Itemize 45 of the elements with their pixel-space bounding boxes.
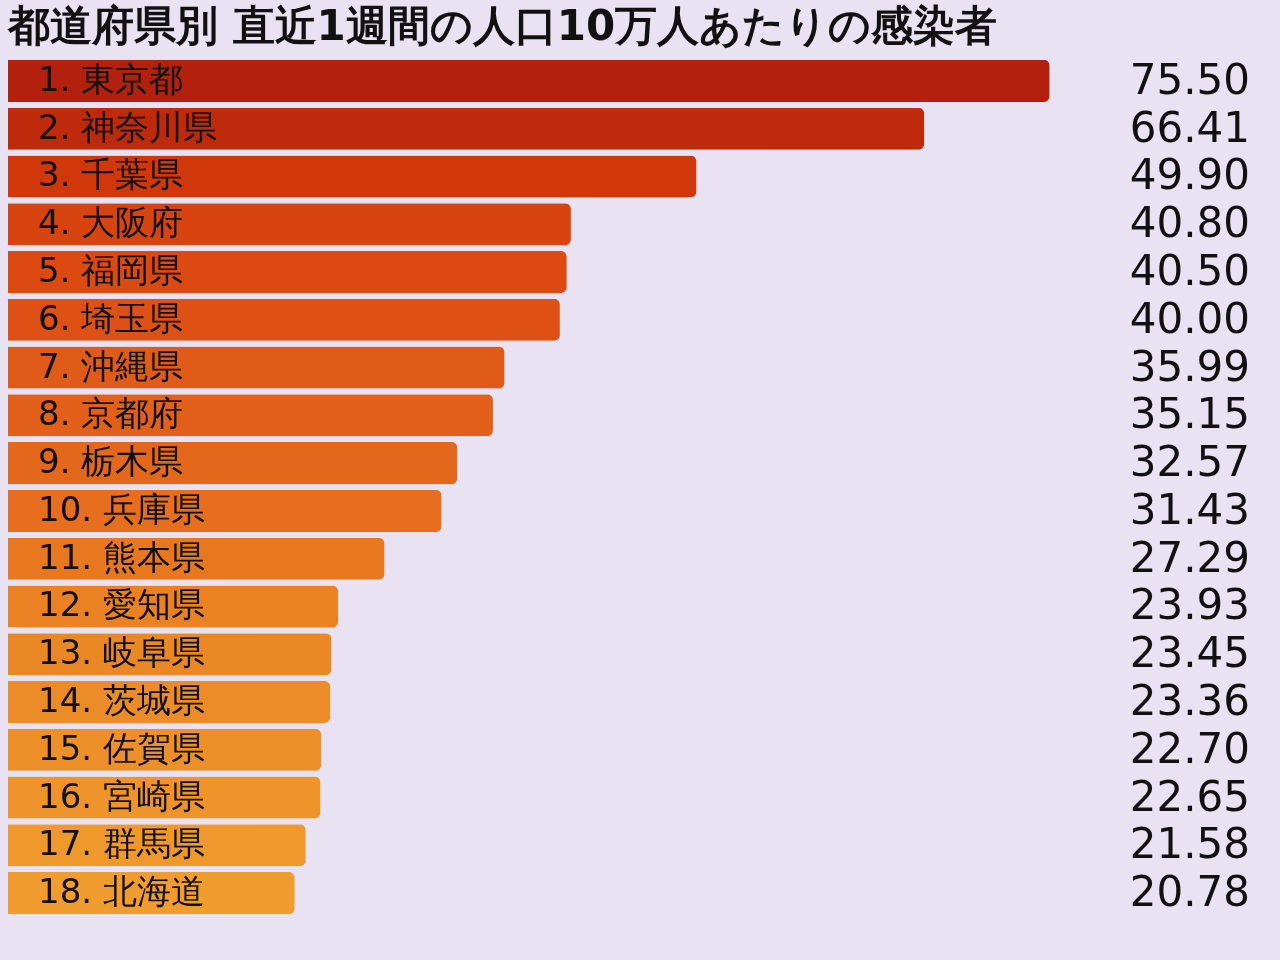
y-tick-label: 6. 埼玉県 — [38, 297, 184, 338]
y-tick-label: 5. 福岡県 — [38, 250, 184, 290]
data-label: 35.99 — [1129, 341, 1250, 391]
data-label: 20.78 — [1129, 867, 1250, 917]
chart-title: 都道府県別 直近1週間の人口10万人あたりの感染者 — [7, 1, 998, 50]
y-tick-label: 7. 沖縄県 — [38, 345, 184, 386]
y-tick-label: 17. 群馬県 — [38, 823, 205, 864]
y-tick-label: 11. 熊本県 — [38, 536, 205, 577]
data-label: 40.50 — [1129, 246, 1250, 295]
bar — [8, 107, 925, 150]
bar — [8, 442, 458, 485]
y-tick-label: 8. 京都府 — [38, 393, 184, 434]
y-tick-label: 4. 大阪府 — [38, 202, 184, 243]
y-tick-label: 1. 東京都 — [38, 58, 184, 99]
y-tick-label: 13. 岐阜県 — [38, 632, 205, 673]
data-label: 23.93 — [1129, 580, 1250, 630]
data-label: 21.58 — [1129, 819, 1250, 869]
data-label: 75.50 — [1129, 54, 1250, 104]
y-tick-label: 15. 佐賀県 — [38, 727, 205, 768]
y-tick-label: 14. 茨城県 — [38, 680, 205, 720]
bar — [8, 59, 1050, 102]
data-label: 23.36 — [1129, 676, 1250, 725]
data-label: 27.29 — [1129, 532, 1250, 582]
y-tick-label: 12. 愛知県 — [38, 584, 205, 625]
data-label: 23.45 — [1129, 628, 1250, 678]
bar — [8, 298, 560, 341]
data-label: 40.00 — [1129, 293, 1250, 343]
bar — [8, 250, 567, 294]
data-label: 35.15 — [1129, 389, 1250, 439]
data-label: 22.70 — [1129, 723, 1250, 773]
data-label: 40.80 — [1129, 198, 1250, 248]
data-label: 32.57 — [1129, 437, 1250, 487]
bar — [8, 203, 571, 246]
y-tick-label: 18. 北海道 — [38, 871, 205, 912]
data-label: 66.41 — [1129, 102, 1250, 152]
bar — [8, 346, 505, 389]
y-tick-label: 16. 宮崎県 — [38, 775, 205, 816]
y-tick-label: 10. 兵庫県 — [38, 488, 205, 529]
bar — [8, 155, 697, 198]
y-tick-label: 9. 栃木県 — [38, 441, 184, 482]
y-tick-label: 2. 神奈川県 — [38, 106, 218, 147]
data-label: 22.65 — [1129, 771, 1250, 821]
y-tick-label: 3. 千葉県 — [38, 154, 184, 195]
data-label: 49.90 — [1129, 150, 1250, 200]
data-label: 31.43 — [1129, 484, 1250, 534]
